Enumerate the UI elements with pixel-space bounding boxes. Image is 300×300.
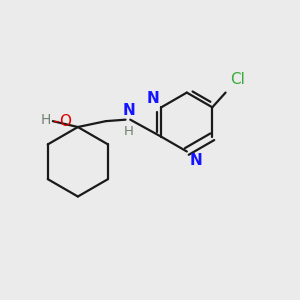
Text: H: H xyxy=(124,125,134,138)
Text: Cl: Cl xyxy=(230,72,245,87)
Text: N: N xyxy=(122,103,135,118)
Text: -: - xyxy=(52,112,58,130)
Text: O: O xyxy=(59,114,71,129)
Text: N: N xyxy=(189,153,202,168)
Text: N: N xyxy=(146,91,159,106)
Text: H: H xyxy=(41,113,51,127)
